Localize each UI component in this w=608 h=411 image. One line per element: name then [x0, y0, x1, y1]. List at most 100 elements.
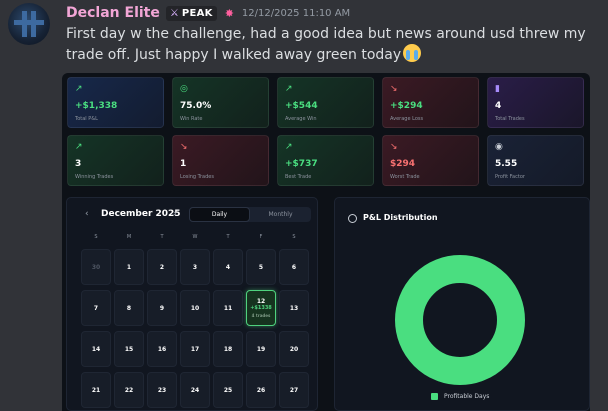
stat-value: 5.55 [495, 159, 518, 169]
view-toggle: Daily Monthly [189, 207, 311, 222]
calendar-day[interactable]: 2 [147, 249, 177, 285]
next-month-button[interactable]: › [173, 209, 177, 219]
prev-month-button[interactable]: ‹ [85, 209, 89, 219]
calendar-day[interactable]: 8 [114, 290, 144, 326]
calendar-day[interactable]: 1 [114, 249, 144, 285]
avatar[interactable] [8, 3, 50, 45]
stat-icon: ↗ [75, 84, 83, 94]
stat-card: ◉ 5.55 Profit Factor [487, 135, 584, 186]
weekday-label: T [160, 234, 164, 240]
calendar-day[interactable]: 17 [180, 331, 210, 367]
stat-value: +$737 [285, 159, 318, 169]
legend-swatch [431, 393, 438, 400]
stat-label: Best Trade [285, 174, 312, 180]
calendar-day[interactable]: 10 [180, 290, 210, 326]
loudly-crying-face-emoji[interactable] [403, 44, 422, 62]
calendar-day[interactable]: 22 [114, 372, 144, 408]
stat-card: ↘ $294 Worst Trade [382, 135, 479, 186]
stat-value: +$1,338 [75, 101, 118, 111]
calendar-day[interactable]: 27 [279, 372, 309, 408]
calendar-day[interactable]: 4 [213, 249, 243, 285]
message-content: First day w the challenge, had a good id… [66, 24, 586, 65]
calendar-day[interactable]: 23 [147, 372, 177, 408]
stat-card: ◎ 75.0% Win Rate [172, 77, 269, 128]
username[interactable]: Declan Elite [66, 5, 160, 21]
timestamp[interactable]: 12/12/2025 11:10 AM [241, 7, 351, 19]
tab-daily[interactable]: Daily [189, 207, 250, 222]
stat-value: 1 [180, 159, 187, 169]
chart-legend: Profitable Days [431, 393, 489, 400]
stat-value: 75.0% [180, 101, 212, 111]
stat-card: ↘ +$294 Average Loss [382, 77, 479, 128]
donut-slice-profitable-days[interactable] [395, 255, 525, 385]
calendar-day-active[interactable]: 12 +$1338 4 trades [246, 290, 276, 326]
message-text: First day w the challenge, had a good id… [66, 26, 586, 63]
legend-label: Profitable Days [444, 393, 490, 400]
server-tag[interactable]: ⚔ PEAK [165, 5, 217, 21]
calendar-day[interactable]: 26 [246, 372, 276, 408]
calendar-day[interactable]: 18 [213, 331, 243, 367]
image-attachment[interactable]: ↗ +$1,338 Total P&L ◎ 75.0% Win Rate ↗ +$544 Ave… [62, 73, 590, 411]
pl-distribution-title: P&L Distribution [363, 213, 438, 222]
calendar-day[interactable]: 30 [81, 249, 111, 285]
calendar-day[interactable]: 16 [147, 331, 177, 367]
stat-label: Profit Factor [495, 174, 525, 180]
pl-donut-chart [395, 255, 525, 385]
stat-icon: ↗ [285, 84, 293, 94]
stat-card: ↗ 3 Winning Trades [67, 135, 164, 186]
stat-icon: ↘ [180, 142, 188, 152]
day-pnl: +$1338 [250, 305, 272, 311]
stat-icon: ↘ [390, 142, 398, 152]
calendar-day[interactable]: 15 [114, 331, 144, 367]
stat-card: ↘ 1 Losing Trades [172, 135, 269, 186]
stat-value: 3 [75, 159, 82, 169]
calendar-day[interactable]: 6 [279, 249, 309, 285]
calendar-day[interactable]: 5 [246, 249, 276, 285]
weekday-label: W [192, 234, 198, 240]
calendar-day[interactable]: 3 [180, 249, 210, 285]
tab-monthly[interactable]: Monthly [268, 211, 293, 218]
calendar-day[interactable]: 24 [180, 372, 210, 408]
stat-value: 4 [495, 101, 502, 111]
pie-chart-icon [348, 214, 357, 223]
stat-label: Average Loss [390, 116, 424, 122]
weekday-label: M [126, 234, 132, 240]
stat-icon: ◎ [180, 84, 188, 94]
calendar-month: December 2025 [101, 209, 181, 219]
calendar-day[interactable]: 11 [213, 290, 243, 326]
calendar-day[interactable]: 9 [147, 290, 177, 326]
stat-value: +$544 [285, 101, 318, 111]
stat-card: ↗ +$737 Best Trade [277, 135, 374, 186]
stat-card: ↗ +$544 Average Win [277, 77, 374, 128]
stat-label: Winning Trades [75, 174, 114, 180]
calendar-day[interactable]: 14 [81, 331, 111, 367]
stat-value: +$294 [390, 101, 423, 111]
crossed-swords-icon: ⚔ [169, 7, 179, 19]
calendar-day[interactable]: 20 [279, 331, 309, 367]
calendar-day[interactable]: 13 [279, 290, 309, 326]
weekday-label: S [292, 234, 296, 240]
calendar-day[interactable]: 7 [81, 290, 111, 326]
stat-label: Win Rate [180, 116, 203, 122]
day-trade-count: 4 trades [251, 313, 271, 318]
role-emblem-icon[interactable]: ✸ [224, 6, 234, 20]
stat-card: ▮ 4 Total Trades [487, 77, 584, 128]
stat-label: Total P&L [75, 116, 98, 122]
stat-icon: ↗ [75, 142, 83, 152]
pl-distribution-panel: P&L Distribution Profitable Days [334, 197, 590, 411]
weekday-label: T [226, 234, 230, 240]
stat-icon: ↗ [285, 142, 293, 152]
calendar-day[interactable]: 21 [81, 372, 111, 408]
calendar-day[interactable]: 25 [213, 372, 243, 408]
stat-icon: ◉ [495, 142, 503, 152]
stat-label: Average Win [285, 116, 317, 122]
stat-icon: ↘ [390, 84, 398, 94]
stat-value: $294 [390, 159, 416, 169]
stat-label: Losing Trades [180, 174, 214, 180]
stat-label: Total Trades [495, 116, 525, 122]
server-tag-label: PEAK [181, 7, 213, 19]
calendar-day[interactable]: 19 [246, 331, 276, 367]
weekday-label: S [94, 234, 98, 240]
